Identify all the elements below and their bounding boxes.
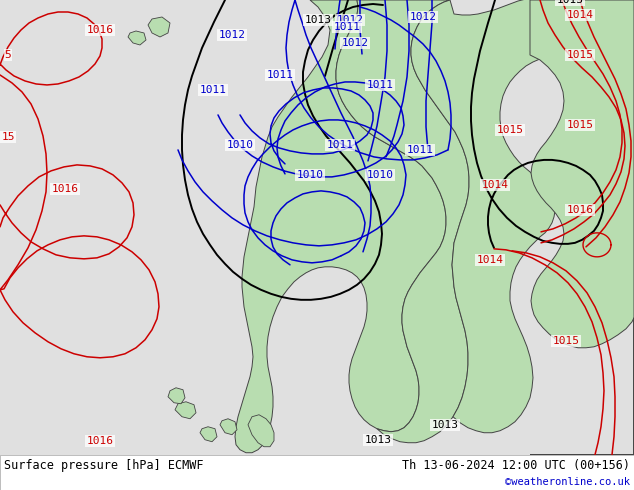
Text: 1010: 1010 [297, 170, 323, 180]
Text: 1016: 1016 [51, 184, 79, 194]
Text: 1011: 1011 [333, 22, 361, 32]
Text: Th 13-06-2024 12:00 UTC (00+156): Th 13-06-2024 12:00 UTC (00+156) [402, 459, 630, 472]
Polygon shape [235, 0, 446, 453]
Polygon shape [220, 419, 237, 435]
Text: 1016: 1016 [86, 25, 113, 35]
Polygon shape [248, 415, 274, 447]
Text: 1010: 1010 [226, 140, 254, 150]
Text: 1014: 1014 [567, 10, 593, 20]
Polygon shape [128, 31, 146, 45]
Text: 1015: 1015 [496, 125, 524, 135]
Text: 1011: 1011 [327, 140, 354, 150]
Text: 1015: 1015 [552, 336, 579, 346]
Text: Surface pressure [hPa] ECMWF: Surface pressure [hPa] ECMWF [4, 459, 204, 472]
Text: 1013: 1013 [432, 420, 458, 430]
Text: 5: 5 [4, 50, 11, 60]
Text: 1013: 1013 [557, 0, 583, 5]
Text: 1012: 1012 [342, 38, 368, 48]
Text: ©weatheronline.co.uk: ©weatheronline.co.uk [505, 477, 630, 487]
Text: 1012: 1012 [219, 30, 245, 40]
Polygon shape [200, 427, 217, 441]
Text: 1011: 1011 [366, 80, 394, 90]
Polygon shape [148, 17, 170, 37]
Text: 1011: 1011 [200, 85, 226, 95]
Polygon shape [175, 402, 196, 419]
Polygon shape [530, 0, 634, 455]
Polygon shape [336, 0, 469, 443]
Text: 1011: 1011 [266, 70, 294, 80]
Text: 15: 15 [1, 132, 15, 142]
Text: 1011: 1011 [406, 145, 434, 155]
Text: 1012: 1012 [337, 15, 363, 25]
Text: 1014: 1014 [481, 180, 508, 190]
Polygon shape [168, 388, 185, 404]
Text: 1010: 1010 [366, 170, 394, 180]
Text: 1016: 1016 [86, 436, 113, 446]
Text: 1015: 1015 [567, 50, 593, 60]
Text: 1016: 1016 [567, 205, 593, 215]
Text: 1014: 1014 [477, 255, 503, 265]
Text: 1013: 1013 [365, 435, 392, 445]
Polygon shape [411, 0, 568, 433]
Text: 1012: 1012 [410, 12, 436, 22]
Text: 1015: 1015 [567, 120, 593, 130]
Text: 1013: 1013 [304, 15, 332, 25]
